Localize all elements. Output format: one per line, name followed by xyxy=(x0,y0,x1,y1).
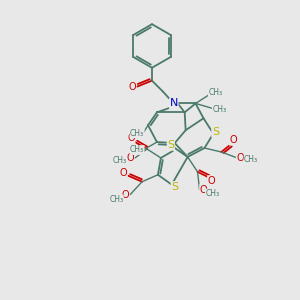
Text: O: O xyxy=(200,184,207,195)
Text: CH₃: CH₃ xyxy=(130,129,144,138)
Text: S: S xyxy=(171,182,178,192)
Text: CH₃: CH₃ xyxy=(212,105,226,114)
Text: O: O xyxy=(230,135,237,145)
Text: O: O xyxy=(208,176,215,186)
Text: O: O xyxy=(128,82,136,92)
Text: CH₃: CH₃ xyxy=(109,195,123,204)
Text: S: S xyxy=(212,127,219,137)
Text: CH₃: CH₃ xyxy=(130,146,144,154)
Text: O: O xyxy=(122,190,129,200)
Text: CH₃: CH₃ xyxy=(112,156,126,165)
Text: CH₃: CH₃ xyxy=(208,88,223,97)
Text: N: N xyxy=(169,98,178,108)
Text: O: O xyxy=(128,133,135,143)
Text: O: O xyxy=(119,168,127,178)
Text: CH₃: CH₃ xyxy=(244,155,258,164)
Text: CH₃: CH₃ xyxy=(206,189,220,198)
Text: O: O xyxy=(236,153,244,163)
Text: O: O xyxy=(126,153,134,163)
Text: S: S xyxy=(167,140,174,150)
